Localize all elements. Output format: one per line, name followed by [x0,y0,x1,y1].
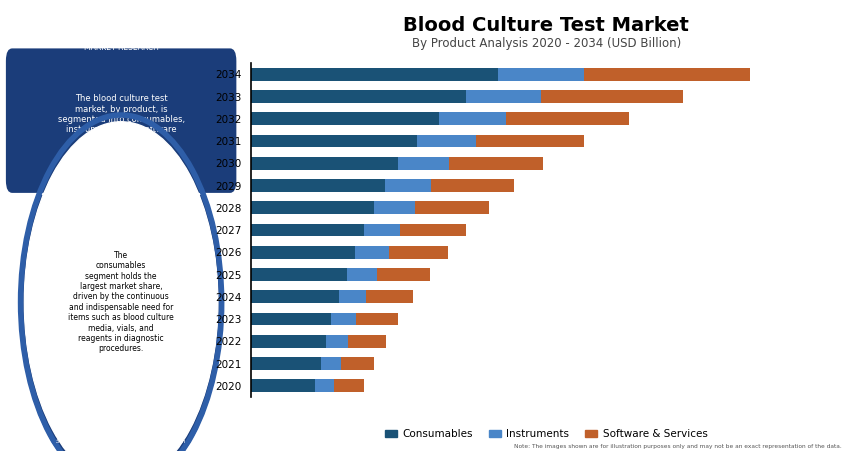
Bar [584,68,751,81]
Bar [385,179,431,192]
Bar [251,90,466,103]
Circle shape [20,113,223,451]
Bar [355,246,388,259]
Bar [466,90,541,103]
Bar [415,201,489,214]
Bar [417,134,476,147]
Bar [251,134,417,147]
Bar [341,357,374,370]
Bar [450,157,543,170]
Bar [339,290,366,303]
Bar [251,357,320,370]
Text: Note: The images shown are for illustration purposes only and may not be an exac: Note: The images shown are for illustrat… [513,444,842,449]
Text: MARKET RESEARCH: MARKET RESEARCH [83,43,159,52]
Bar [251,335,326,348]
Bar [506,112,629,125]
Text: The
consumables
segment holds the
largest market share,
driven by the continuous: The consumables segment holds the larges… [68,251,174,354]
Bar [388,246,448,259]
Bar [334,379,364,392]
FancyBboxPatch shape [5,47,237,194]
Bar [251,179,385,192]
Legend: Consumables, Instruments, Software & Services: Consumables, Instruments, Software & Ser… [381,425,711,443]
Bar [476,134,584,147]
Bar [439,112,506,125]
Bar [377,268,429,281]
Bar [315,379,334,392]
Text: By Product Analysis 2020 - 2034 (USD Billion): By Product Analysis 2020 - 2034 (USD Bil… [411,37,681,50]
Bar [251,246,355,259]
Bar [399,157,450,170]
Bar [431,179,514,192]
Circle shape [24,122,218,451]
Bar [348,335,386,348]
Bar [400,224,466,236]
Text: The blood culture test
market, by product, is
segmented into consumables,
instru: The blood culture test market, by produc… [58,94,184,145]
Bar [251,290,339,303]
Bar [366,290,413,303]
Bar [356,313,398,326]
Bar [374,201,415,214]
Text: ✦: ✦ [60,23,71,36]
Bar [251,157,399,170]
Bar [332,313,356,326]
Text: POLARIS: POLARIS [97,20,184,38]
Bar [364,224,400,236]
Bar [251,268,348,281]
Bar [251,224,364,236]
Bar [320,357,341,370]
Bar [498,68,584,81]
Text: Source: www.polarismarketresearch.com: Source: www.polarismarketresearch.com [56,438,186,444]
Bar [251,68,498,81]
Bar [251,313,332,326]
Bar [251,201,374,214]
Bar [251,379,315,392]
Bar [326,335,348,348]
Text: Blood Culture Test Market: Blood Culture Test Market [403,16,689,35]
Bar [251,112,439,125]
Bar [541,90,683,103]
Bar [348,268,377,281]
